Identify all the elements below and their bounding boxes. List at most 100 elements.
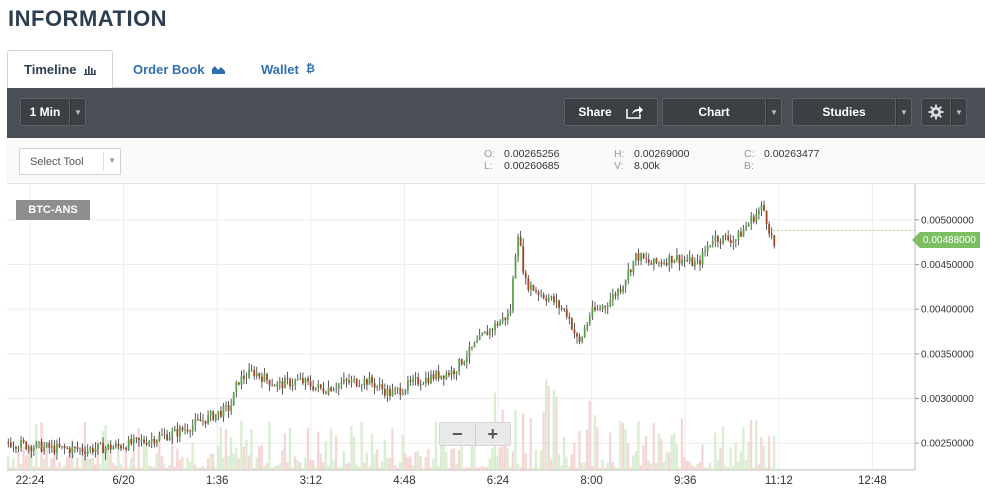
candle-body xyxy=(22,439,25,442)
volume-bar xyxy=(460,444,463,470)
select-tool-dropdown[interactable]: Select Tool ▼ xyxy=(19,148,121,175)
candle-body xyxy=(665,262,668,266)
interval-dropdown-caret[interactable]: ▼ xyxy=(70,98,86,126)
zoom-out-button[interactable]: − xyxy=(451,423,463,444)
volume-bar xyxy=(112,462,115,470)
volume-bar xyxy=(106,440,110,470)
volume-bar xyxy=(222,457,225,470)
candle-body xyxy=(496,323,499,326)
volume-bar xyxy=(655,463,658,470)
volume-bar xyxy=(383,439,386,470)
zoom-in-button[interactable]: + xyxy=(487,423,498,444)
candle-body xyxy=(38,441,40,443)
candle-body xyxy=(309,381,312,387)
candle-body xyxy=(161,434,163,436)
volume-bar xyxy=(229,437,233,470)
volume-bar xyxy=(96,440,99,470)
candle-body xyxy=(230,405,233,411)
volume-bar xyxy=(475,467,479,470)
candle-body xyxy=(414,377,417,379)
candle-body xyxy=(601,306,604,309)
candle-body xyxy=(179,427,181,437)
candle-body xyxy=(202,420,204,422)
candle-body xyxy=(517,236,519,257)
volume-bar xyxy=(596,427,599,470)
candle-body xyxy=(432,374,435,379)
candle-body xyxy=(68,448,71,453)
settings-button[interactable] xyxy=(921,98,951,126)
volume-bar xyxy=(747,441,750,470)
chart-type-button[interactable]: Chart xyxy=(662,98,766,126)
volume-bar xyxy=(240,420,243,470)
volume-bar xyxy=(314,467,317,470)
price-chart[interactable]: 0.00500000 0.00450000 0.00400000 0.00350000… xyxy=(7,184,985,500)
volume-bar xyxy=(332,460,335,470)
candle-body xyxy=(422,383,425,385)
tab-order-book[interactable]: Order Book xyxy=(117,50,241,88)
tab-timeline[interactable]: Timeline xyxy=(7,50,113,89)
candle-body xyxy=(460,358,463,365)
volume-bar xyxy=(319,453,322,470)
settings-dropdown-caret[interactable]: ▼ xyxy=(951,98,967,126)
volume-bar xyxy=(437,466,440,470)
candle-body xyxy=(758,209,760,215)
volume-bar xyxy=(329,428,333,470)
candle-body xyxy=(765,210,768,225)
volume-bar xyxy=(491,447,494,470)
volume-bar xyxy=(381,460,384,470)
volume-bar xyxy=(650,463,653,470)
candle-body xyxy=(478,335,481,341)
candle-body xyxy=(286,378,289,380)
share-button[interactable]: Share xyxy=(564,98,658,126)
volume-bar xyxy=(657,433,661,470)
volume-bar xyxy=(619,420,622,470)
volume-bar xyxy=(667,452,671,470)
candle-body xyxy=(273,385,276,387)
candle-body xyxy=(412,378,414,382)
volume-bar xyxy=(570,454,573,470)
candle-body xyxy=(483,331,486,334)
volume-bar xyxy=(76,457,79,470)
candle-body xyxy=(652,258,655,265)
volume-bar xyxy=(250,429,253,470)
volume-bar xyxy=(22,446,25,470)
x-tick-label: 3:12 xyxy=(300,475,322,487)
tab-timeline-label: Timeline xyxy=(24,62,77,77)
studies-dropdown-caret[interactable]: ▼ xyxy=(896,98,912,126)
volume-bar xyxy=(409,456,412,470)
volume-bar xyxy=(696,464,699,470)
chart-type-dropdown-caret[interactable]: ▼ xyxy=(766,98,782,126)
volume-bar xyxy=(191,442,194,470)
candle-body xyxy=(530,284,532,290)
candle-body xyxy=(135,437,138,439)
volume-bar xyxy=(99,464,102,470)
candle-body xyxy=(627,269,630,281)
candle-body xyxy=(150,438,153,442)
candle-body xyxy=(222,405,225,417)
volume-bar xyxy=(744,460,748,470)
volume-bar xyxy=(419,455,422,470)
volume-bar xyxy=(375,449,379,470)
volume-bar xyxy=(752,467,755,470)
volume-bar xyxy=(291,467,294,470)
volume-bar xyxy=(629,467,632,470)
volume-bar xyxy=(45,445,48,470)
candle-body xyxy=(688,257,691,262)
volume-bar xyxy=(117,444,120,470)
candle-body xyxy=(148,441,151,445)
candle-body xyxy=(570,318,573,330)
share-icon xyxy=(625,106,643,119)
interval-button[interactable]: 1 Min xyxy=(20,98,70,126)
volume-bar xyxy=(299,462,302,470)
volume-bar xyxy=(660,439,663,470)
tab-wallet[interactable]: Wallet ₿ xyxy=(245,50,331,88)
studies-button[interactable]: Studies xyxy=(792,98,896,126)
candle-body xyxy=(747,223,750,227)
volume-bar xyxy=(588,400,591,470)
symbol-badge: BTC-ANS xyxy=(16,200,90,220)
candle-body xyxy=(212,411,215,421)
volume-bar xyxy=(732,466,735,470)
volume-bar xyxy=(155,453,158,470)
candle-body xyxy=(430,374,432,384)
chart-area[interactable]: 0.00500000 0.00450000 0.00400000 0.00350000… xyxy=(7,184,985,500)
